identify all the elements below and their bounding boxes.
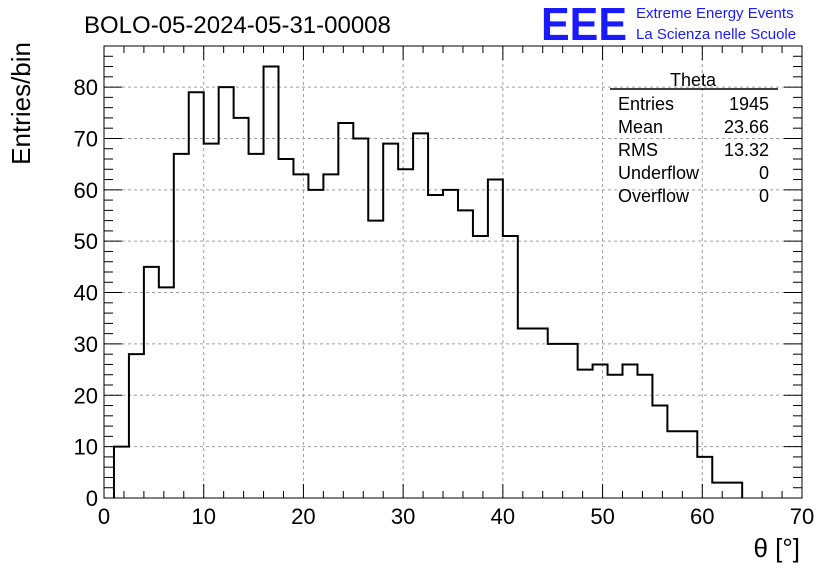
stats-label: Underflow [618, 163, 700, 183]
stats-value: 0 [759, 163, 769, 183]
x-tick-label: 20 [291, 504, 315, 529]
x-tick-label: 60 [690, 504, 714, 529]
y-tick-label: 0 [86, 486, 98, 511]
y-tick-label: 10 [74, 435, 98, 460]
stats-title: Theta [670, 70, 717, 90]
y-tick-label: 40 [74, 281, 98, 306]
project-name: Extreme Energy Events [636, 5, 794, 22]
statistics-box: Theta Entries 1945 Mean 23.66 RMS 13.32 Underf… [610, 70, 778, 206]
y-tick-label: 80 [74, 75, 98, 100]
x-tick-label: 70 [790, 504, 814, 529]
stats-value: 13.32 [724, 140, 769, 160]
stats-value: 1945 [729, 94, 769, 114]
y-tick-label: 50 [74, 229, 98, 254]
y-tick-labels: 0 10 20 30 40 50 60 70 80 [74, 75, 98, 511]
x-tick-label: 10 [191, 504, 215, 529]
run-title: BOLO-05-2024-05-31-00008 [84, 12, 391, 39]
eee-logo: EEE [541, 0, 627, 50]
stats-rows: Entries 1945 Mean 23.66 RMS 13.32 Underflow 0 Ov… [618, 94, 769, 206]
stats-label: Mean [618, 117, 663, 137]
grid-lines [104, 46, 802, 498]
axis-ticks [103, 45, 803, 499]
project-subtitle: La Scienza nelle Scuole [636, 26, 796, 43]
x-tick-label: 30 [391, 504, 415, 529]
y-tick-label: 20 [74, 383, 98, 408]
y-tick-label: 60 [74, 178, 98, 203]
stats-value: 0 [759, 186, 769, 206]
stats-value: 23.66 [724, 117, 769, 137]
stats-label: Entries [618, 94, 674, 114]
x-tick-label: 0 [98, 504, 110, 529]
x-tick-label: 50 [590, 504, 614, 529]
histogram-line [112, 65, 744, 498]
x-axis-label: θ [°] [753, 533, 800, 563]
x-tick-labels: 0 10 20 30 40 50 60 70 [98, 504, 814, 529]
stats-label: RMS [618, 140, 658, 160]
y-tick-label: 30 [74, 332, 98, 357]
stats-label: Overflow [618, 186, 690, 206]
plot-frame [103, 45, 803, 499]
y-tick-label: 70 [74, 126, 98, 151]
x-tick-label: 40 [491, 504, 515, 529]
y-axis-label: Entries/bin [6, 42, 36, 165]
